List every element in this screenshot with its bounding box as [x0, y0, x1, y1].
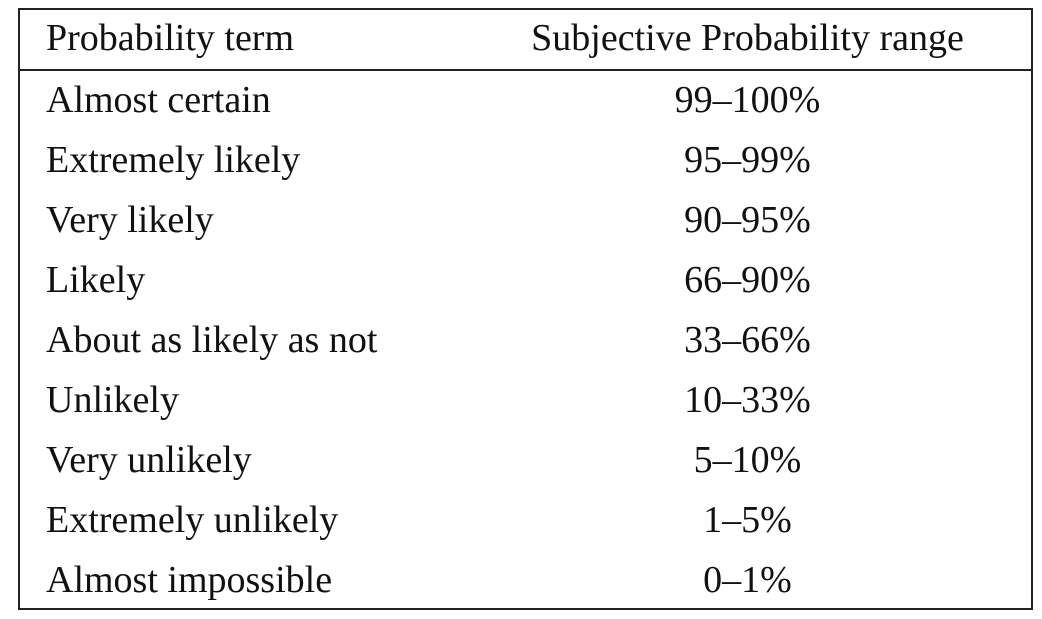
header-cell: Subjective Probability range — [531, 17, 964, 59]
term-cell: Very unlikely — [46, 439, 252, 481]
range-cell: 1–5% — [703, 499, 792, 541]
range-cell: 33–66% — [684, 319, 811, 361]
header-rule — [18, 69, 1033, 71]
range-cell: 10–33% — [684, 379, 811, 421]
range-cell: 0–1% — [703, 559, 792, 601]
range-cell: 66–90% — [684, 259, 811, 301]
range-cell: 5–10% — [693, 439, 802, 481]
table-border — [18, 8, 1033, 610]
term-cell: Unlikely — [46, 379, 179, 421]
term-cell: Likely — [46, 259, 146, 301]
range-cell: 95–99% — [684, 139, 811, 181]
header-cell: Probability term — [46, 17, 295, 59]
term-cell: Very likely — [46, 199, 214, 241]
term-cell: Almost certain — [46, 79, 271, 121]
term-cell: Extremely likely — [46, 139, 301, 181]
term-cell: About as likely as not — [46, 319, 378, 361]
term-cell: Almost impossible — [46, 559, 333, 601]
term-cell: Extremely unlikely — [46, 499, 339, 541]
range-cell: 90–95% — [684, 199, 811, 241]
range-cell: 99–100% — [674, 79, 821, 121]
